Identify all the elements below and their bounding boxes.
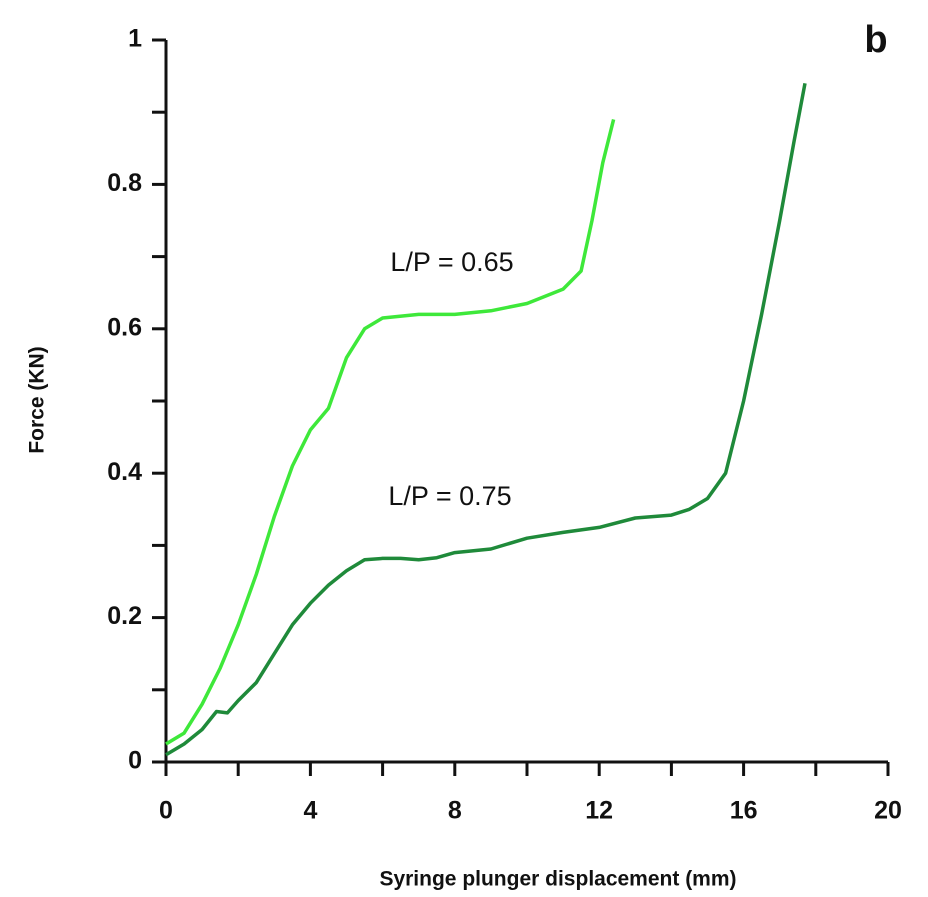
x-tick-label: 4 [303, 797, 317, 825]
y-tick-label: 0 [128, 747, 142, 775]
y-tick-label: 1 [128, 25, 142, 53]
x-axis-title: Syringe plunger displacement (mm) [379, 868, 736, 891]
panel-label: b [864, 19, 887, 61]
series-line [165, 82, 807, 757]
x-tick-label: 12 [585, 797, 613, 825]
x-tick-label: 20 [874, 797, 902, 825]
series-annotation: L/P = 0.75 [388, 481, 511, 511]
y-tick-label: 0.2 [107, 602, 142, 630]
y-axis-title: Force (KN) [26, 346, 49, 453]
series-annotation: L/P = 0.65 [390, 247, 513, 277]
x-tick-label: 8 [448, 797, 462, 825]
series-line [165, 118, 616, 746]
x-tick-label: 0 [159, 797, 173, 825]
y-tick-label: 0.8 [107, 169, 142, 197]
x-tick-label: 16 [730, 797, 758, 825]
y-tick-label: 0.6 [107, 313, 142, 341]
y-tick-label: 0.4 [107, 458, 142, 486]
